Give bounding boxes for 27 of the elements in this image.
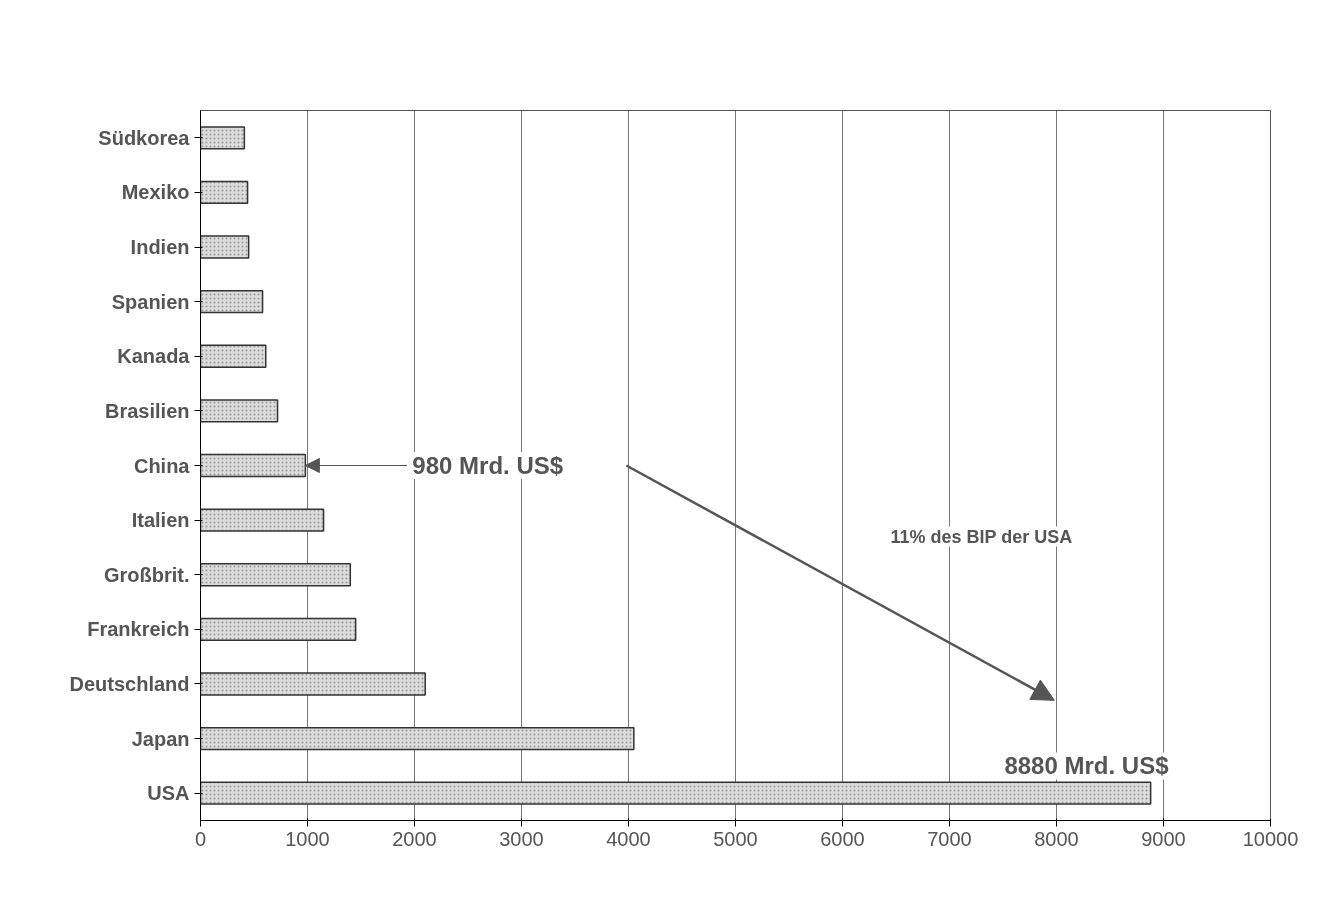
y-tick-label: Kanada	[117, 345, 191, 368]
y-tick-label: Indien	[130, 236, 190, 259]
x-tick-label: 6000	[820, 827, 865, 850]
y-tick-label: China	[133, 454, 191, 477]
y-tick-label: Frankreich	[87, 618, 190, 641]
y-tick-label: USA	[147, 782, 190, 805]
x-tick-label: 2000	[392, 827, 437, 850]
x-tick-label: 8000	[1034, 827, 1079, 850]
x-tick-label: 9000	[1141, 827, 1186, 850]
y-tick-label: Mexiko	[121, 181, 190, 204]
x-tick-label: 10000	[1242, 827, 1299, 850]
y-tick-label: Spanien	[111, 290, 190, 313]
y-tick-label: Italien	[131, 509, 190, 532]
y-tick-label: Brasilien	[105, 399, 190, 422]
x-tick-label: 4000	[606, 827, 651, 850]
x-tick-label: 7000	[927, 827, 972, 850]
annotation: 8880 Mrd. US$	[1004, 752, 1170, 780]
y-tick-label: Südkorea	[98, 126, 191, 149]
annotation: 11% des BIP der USA	[890, 526, 1073, 547]
y-tick-label: Deutschland	[69, 672, 190, 695]
y-tick-label: Großbrit.	[103, 563, 190, 586]
x-tick-label: 3000	[499, 827, 544, 850]
x-tick-label: 0	[194, 827, 207, 850]
annotation: 980 Mrd. US$	[412, 452, 564, 479]
x-tick-label: 5000	[713, 827, 758, 850]
y-tick-label: Japan	[131, 727, 190, 750]
x-tick-label: 1000	[285, 827, 330, 850]
